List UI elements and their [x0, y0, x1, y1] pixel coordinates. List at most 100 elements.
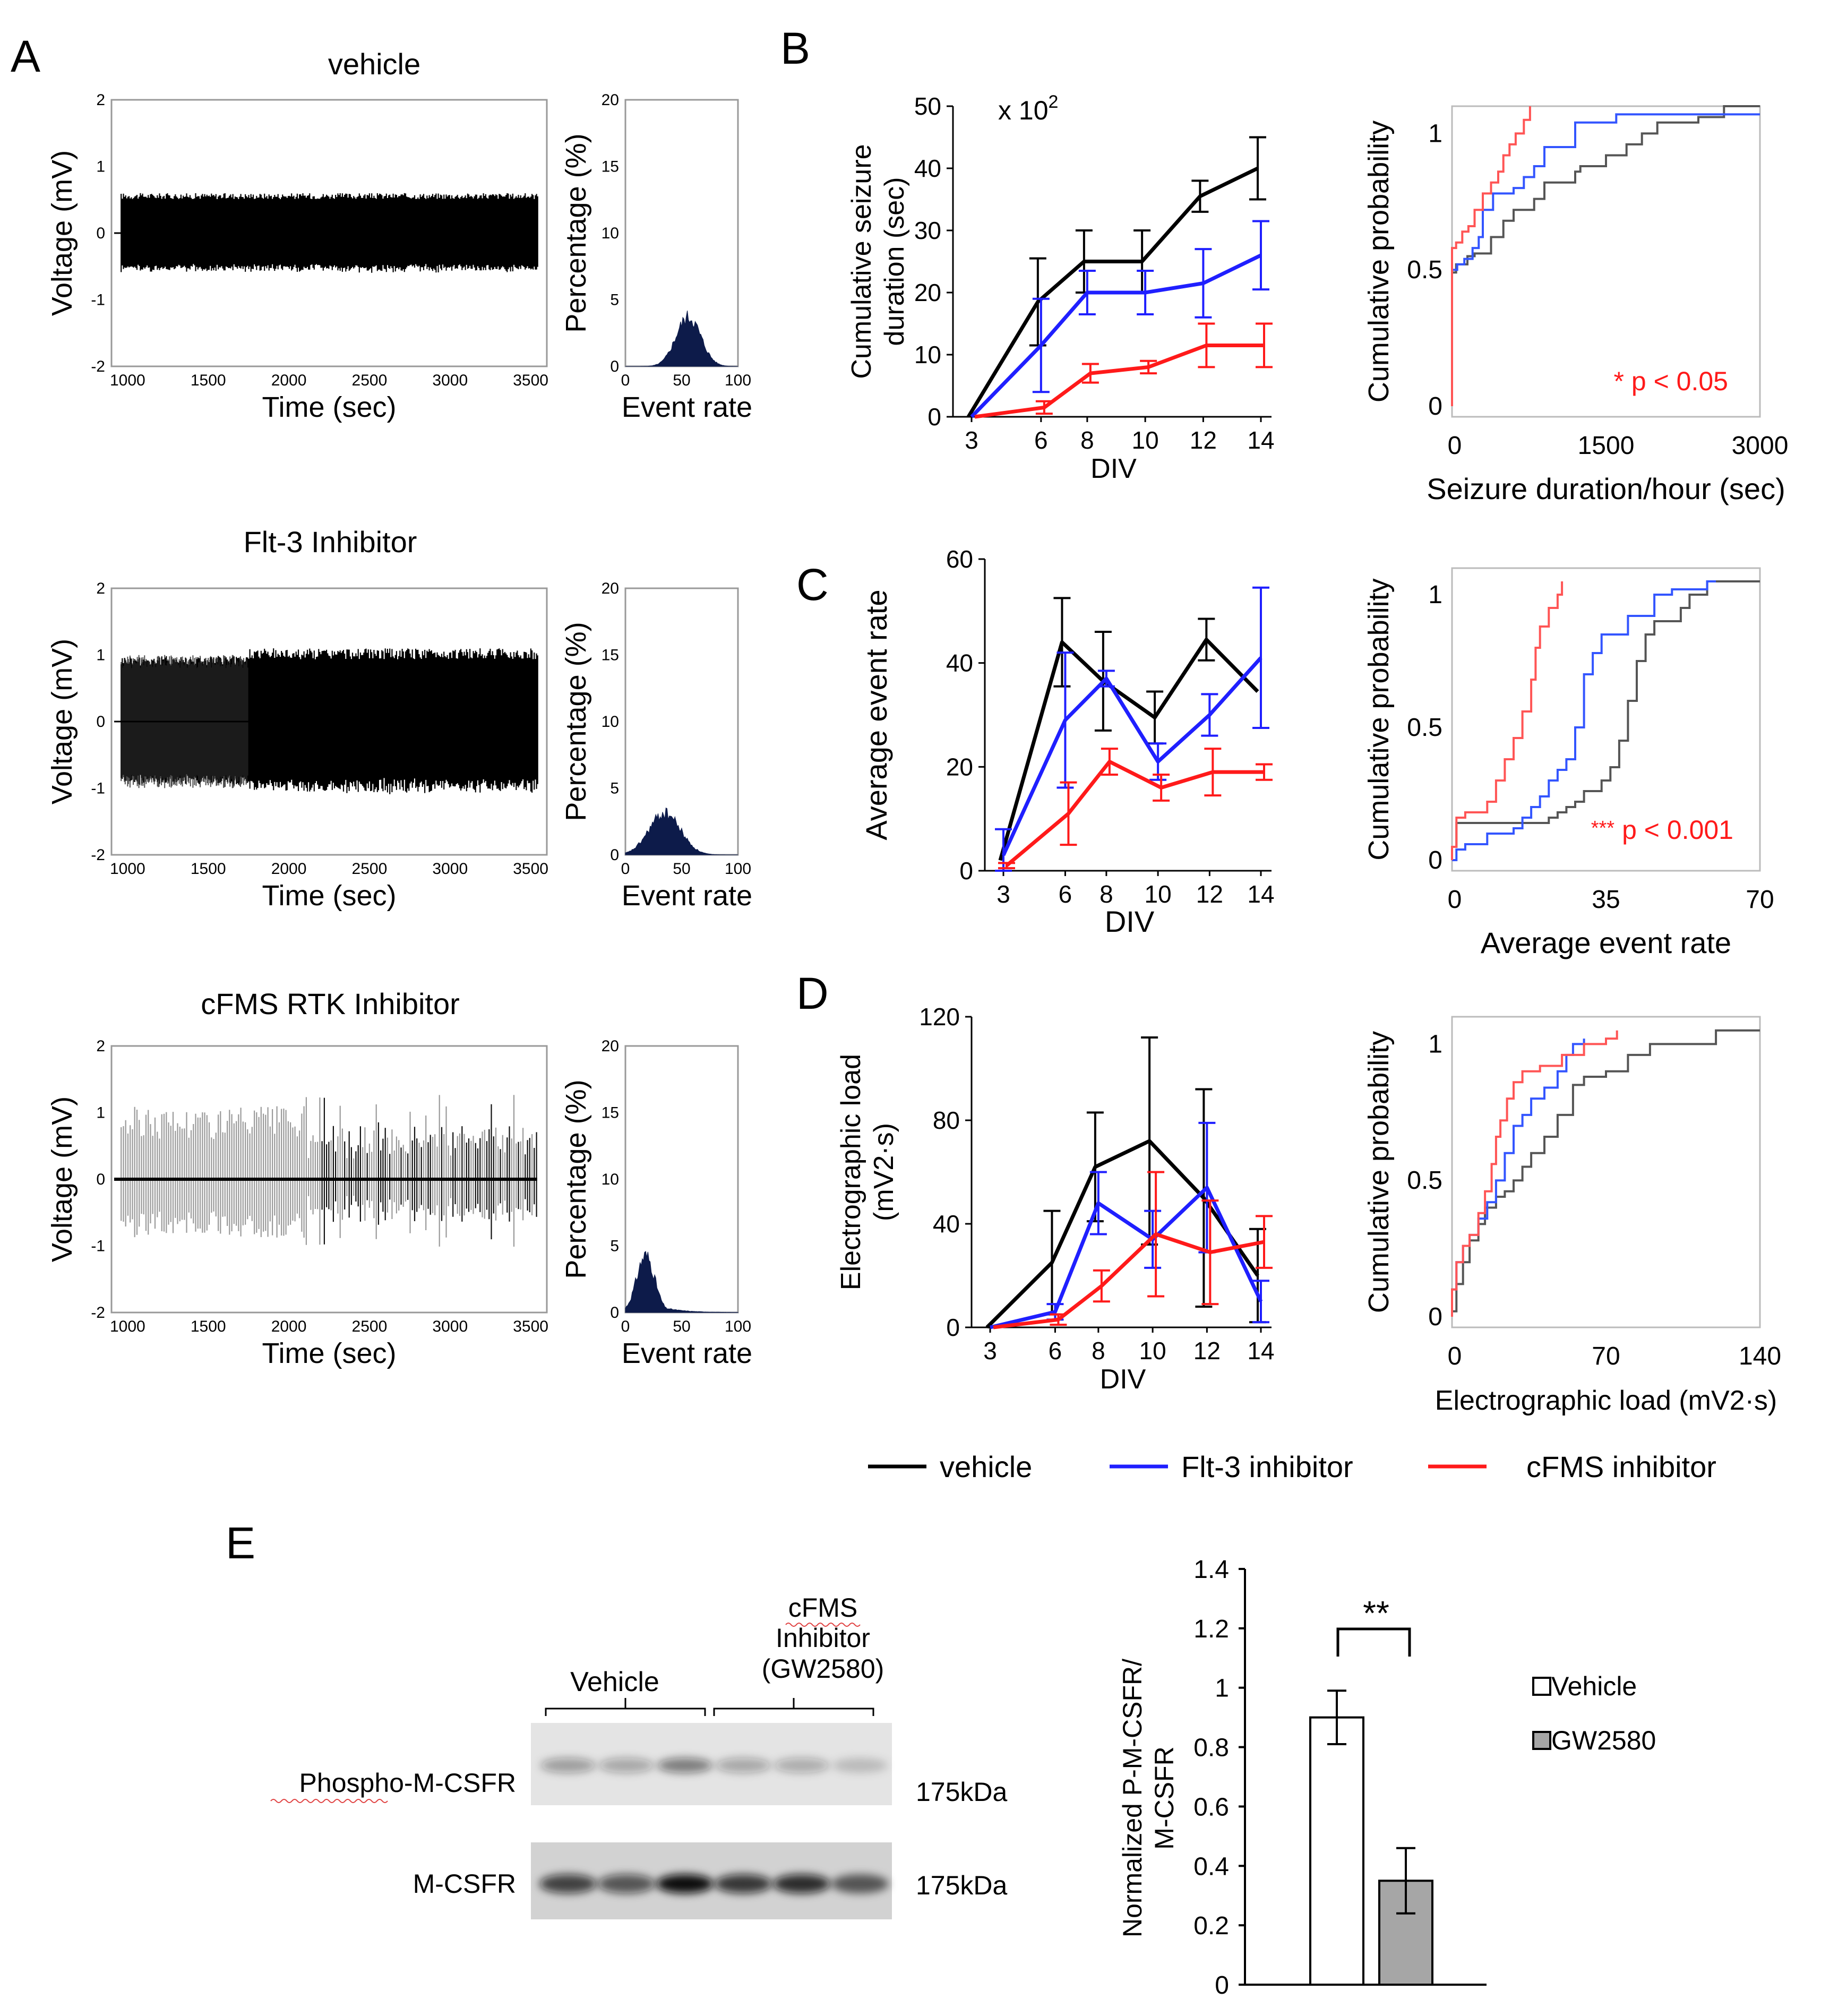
- series-line: [967, 166, 1259, 418]
- histogram-xlabel: Event rate: [622, 1337, 752, 1369]
- error-bar: [1198, 617, 1215, 662]
- trace-xtick: 2000: [271, 860, 307, 878]
- y-tick-label: 60: [946, 545, 973, 573]
- x-axis-label: DIV: [1100, 1364, 1146, 1395]
- histogram-bars: [625, 807, 738, 855]
- y-tick-label: 40: [946, 649, 973, 677]
- error-bar: [1097, 670, 1115, 688]
- trace-xtick: 3500: [513, 372, 548, 389]
- error-bar: [1252, 1280, 1269, 1324]
- series-cfms-inhibitor: [974, 322, 1273, 419]
- error-bar: [1093, 1269, 1110, 1303]
- inhibitor-bracket: [713, 1698, 874, 1716]
- trace-xtick: 1500: [191, 372, 226, 389]
- y-tick-label: 0.8: [1193, 1734, 1229, 1762]
- band-total-lane-1: [539, 1874, 597, 1893]
- error-bar: [1101, 748, 1118, 776]
- histogram-xtick: 100: [725, 860, 751, 878]
- trace-ytick: 1: [96, 1104, 105, 1122]
- histogram-ytick: 20: [602, 91, 619, 109]
- legend-label-flt3: Flt-3 inhibitor: [1181, 1450, 1353, 1483]
- band-phospho-lane-5: [774, 1758, 829, 1773]
- band-total-lane-2: [598, 1874, 655, 1893]
- significance-b: * p < 0.05: [1614, 366, 1728, 396]
- y-tick-label: 0.5: [1407, 714, 1442, 742]
- cdf-chart-d-cdf: 0 0.5 1 0 70 140 Electrographic load (mV2·s) Cu…: [1363, 1016, 1781, 1416]
- bar-error-vehicle: [1327, 1689, 1346, 1745]
- histogram-ylabel: Percentage (%): [560, 133, 592, 332]
- bar-legend-label-gw2580: GW2580: [1551, 1726, 1656, 1755]
- error-bar: [1056, 651, 1074, 789]
- voltage-trace-grey: [121, 1095, 533, 1247]
- y-tick-label: 20: [946, 753, 973, 780]
- series-line: [1001, 656, 1262, 856]
- x-tick-label: 8: [1092, 1337, 1105, 1365]
- cdf-series-cfms-inhibitor: [1451, 581, 1564, 860]
- y-tick-label: 0: [1428, 846, 1442, 874]
- legend: vehicle Flt-3 inhibitor cFMS inhibitor: [868, 1450, 1716, 1483]
- histogram-ytick: 5: [610, 291, 619, 309]
- y-axis-label: Cumulative probability: [1363, 578, 1395, 860]
- band-total-lane-4: [715, 1874, 772, 1893]
- trace-ytick: -2: [91, 846, 105, 864]
- x-tick-label: 0: [1448, 432, 1462, 460]
- histogram-xtick: 50: [673, 1318, 690, 1335]
- trace-xtick: 3000: [432, 1318, 468, 1335]
- voltage-trace-black: [321, 1097, 537, 1245]
- y-tick-label: 0.5: [1407, 1166, 1442, 1195]
- trace-ylabel: Voltage (mV): [46, 639, 78, 804]
- bar-legend: Vehicle GW2580: [1532, 1671, 1656, 1755]
- x-tick-label: 10: [1132, 426, 1159, 454]
- y-tick-label: 1: [1215, 1675, 1229, 1703]
- trace-xlabel: Time (sec): [262, 391, 397, 423]
- blot-bands: [539, 1758, 889, 1893]
- histogram-ytick: 5: [610, 1238, 619, 1255]
- row-label-mcsfr: M-CSFR: [413, 1869, 516, 1899]
- x-tick-label: 35: [1592, 886, 1620, 914]
- error-bar: [1146, 690, 1164, 745]
- trace-xtick: 2500: [352, 1318, 388, 1335]
- bar-legend-swatch-gw2580: [1532, 1731, 1551, 1750]
- y-tick-label: 20: [914, 279, 941, 306]
- y-tick-label: 30: [914, 217, 941, 244]
- histogram-ytick: 10: [602, 1171, 619, 1188]
- panel-label-a: A: [11, 31, 40, 81]
- line-chart-b: 0 10 20 30 40 50 3 6 8 10 12 14 DIV Cumulative seizur…: [846, 92, 1275, 484]
- legend-label-vehicle: vehicle: [940, 1450, 1032, 1483]
- series-flt-3-inhibitor: [995, 586, 1269, 872]
- error-bar: [1204, 748, 1222, 797]
- legend-label-cfms: cFMS inhibitor: [1526, 1450, 1716, 1483]
- trace-ytick: 2: [96, 1037, 105, 1055]
- x-tick-label: 0: [1448, 1342, 1462, 1370]
- bar-vehicle: [1309, 1716, 1364, 1986]
- trace-ytick: -1: [91, 291, 105, 309]
- y-axis-label: Cumulative probability: [1363, 1031, 1395, 1313]
- histogram-xtick: 100: [725, 372, 751, 389]
- y-tick-label: 10: [914, 341, 941, 368]
- trace-title-cfms: cFMS RTK Inhibitor: [201, 987, 460, 1020]
- histogram-ytick: 15: [602, 647, 619, 664]
- row-label-phospho: Phospho-M-CSFR: [299, 1768, 516, 1798]
- trace-ylabel: Voltage (mV): [46, 1096, 78, 1262]
- cdf-series-cfms-inhibitor: [1451, 106, 1531, 406]
- histogram-xtick: 0: [621, 372, 630, 389]
- histogram-xtick: 100: [725, 1318, 751, 1335]
- x-tick-label: 6: [1059, 880, 1072, 908]
- x-tick-label: 12: [1193, 1337, 1221, 1365]
- histogram-ytick: 0: [610, 1304, 619, 1322]
- x-tick-label: 3: [965, 426, 978, 454]
- trace-xlabel: Time (sec): [262, 1337, 397, 1369]
- panel-label-e: E: [226, 1518, 255, 1568]
- histogram-bars: [625, 1250, 738, 1313]
- series-line: [974, 344, 1264, 419]
- y-multiplier: x 102: [998, 92, 1058, 125]
- band-phospho-lane-4: [716, 1758, 771, 1773]
- trace-ytick: 0: [96, 1171, 105, 1188]
- y-tick-label: 0: [1428, 1303, 1442, 1331]
- x-tick-label: 6: [1049, 1337, 1062, 1365]
- series-vehicle: [967, 136, 1266, 418]
- y-tick-label: 0.4: [1193, 1852, 1229, 1881]
- error-bar: [1043, 1209, 1061, 1316]
